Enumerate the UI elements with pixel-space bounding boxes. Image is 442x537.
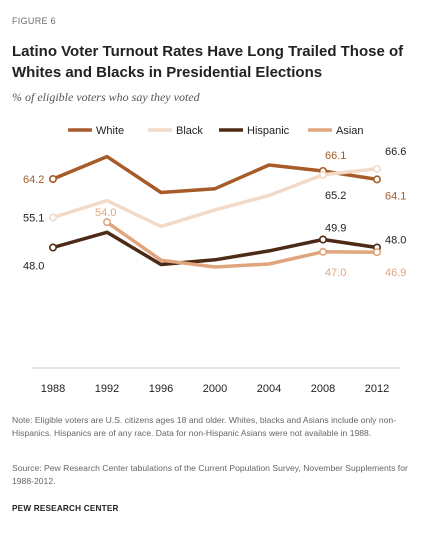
- data-point-hispanic: [318, 235, 327, 244]
- data-label: 66.6: [385, 146, 406, 158]
- chart-title: Latino Voter Turnout Rates Have Long Tra…: [12, 43, 404, 81]
- x-tick-label: 1988: [41, 383, 65, 395]
- data-label: 54.0: [95, 207, 116, 219]
- x-tick-label: 2000: [203, 383, 227, 395]
- data-point-black: [318, 170, 327, 179]
- data-label: 64.1: [385, 190, 406, 202]
- x-tick-label: 1996: [149, 383, 173, 395]
- x-tick-label: 1992: [95, 383, 119, 395]
- data-point-asian: [372, 248, 381, 257]
- line-chart: 1988 1992 1996 2000 2004 2008 2012 White Black Hi…: [23, 125, 406, 395]
- data-point-hispanic: [48, 243, 57, 252]
- series-line-asian: [105, 220, 379, 269]
- data-label: 55.1: [23, 213, 44, 225]
- data-point-white: [48, 174, 57, 183]
- data-label: 47.0: [325, 267, 346, 279]
- legend-label-hispanic: Hispanic: [247, 125, 290, 137]
- series-line-hispanic: [51, 230, 379, 267]
- data-label: 65.2: [325, 190, 346, 202]
- data-label: 48.0: [23, 261, 44, 273]
- data-label: 64.2: [23, 174, 44, 186]
- data-point-asian: [103, 218, 112, 227]
- chart-subtitle: % of eligible voters who say they voted: [12, 90, 200, 104]
- legend-label-white: White: [96, 125, 124, 137]
- x-tick-label: 2008: [311, 383, 335, 395]
- x-tick-label: 2004: [257, 383, 281, 395]
- x-tick-label: 2012: [365, 383, 389, 395]
- data-point-black: [48, 213, 57, 222]
- data-label: 66.1: [325, 150, 346, 162]
- figure-label: FIGURE 6: [12, 16, 56, 26]
- legend-label-black: Black: [176, 125, 203, 137]
- data-point-asian: [318, 247, 327, 256]
- chart-note: Note: Eligible voters are U.S. citizens …: [12, 415, 397, 438]
- data-label: 48.0: [385, 235, 406, 247]
- data-label: 46.9: [385, 267, 406, 279]
- data-point-black: [372, 164, 381, 173]
- data-label: 49.9: [325, 223, 346, 235]
- data-point-white: [372, 175, 381, 184]
- chart-source: Source: Pew Research Center tabulations …: [12, 463, 408, 486]
- legend-label-asian: Asian: [336, 125, 364, 137]
- organization-credit: PEW RESEARCH CENTER: [12, 504, 119, 513]
